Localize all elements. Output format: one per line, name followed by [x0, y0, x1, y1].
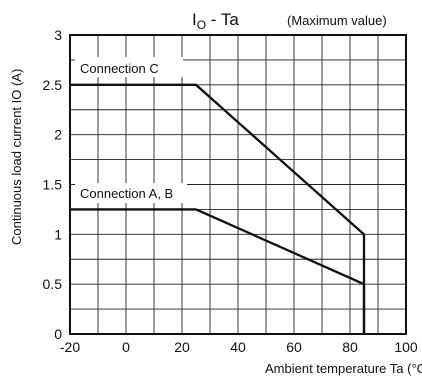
series-lines — [70, 83, 366, 334]
series-line-1 — [70, 208, 366, 334]
legend-connection-c-label: Connection C — [80, 61, 159, 76]
x-axis-label: Ambient temperature Ta (°C) — [265, 361, 422, 376]
plot-border — [69, 34, 407, 335]
y-tick-label: 0 — [54, 326, 62, 342]
plot-frame — [69, 34, 407, 335]
legend-connection-ab-label: Connection A, B — [80, 186, 173, 201]
x-tick-label: 100 — [394, 339, 418, 355]
legend-connection-ab: Connection A, B — [75, 183, 187, 203]
chart-title: IO - Ta — [192, 10, 239, 32]
x-tick-label: 60 — [286, 339, 302, 355]
x-tick-label: 40 — [230, 339, 246, 355]
y-tick-label: 2.5 — [43, 77, 63, 93]
chart-subtitle: (Maximum value) — [287, 13, 387, 28]
x-tick-label: 0 — [122, 339, 130, 355]
title-sub: O — [197, 18, 206, 32]
title-main: I — [192, 10, 197, 29]
y-tick-label: 1.5 — [43, 177, 63, 193]
y-tick-label: 2 — [54, 127, 62, 143]
grid-lines — [70, 35, 406, 334]
y-tick-label: 1 — [54, 226, 62, 242]
x-tick-label: -20 — [60, 339, 80, 355]
x-tick-label: 80 — [342, 339, 358, 355]
y-tick-label: 0.5 — [43, 276, 63, 292]
y-axis-label: Continuous load current IO (A) — [9, 69, 24, 245]
x-tick-label: 20 — [174, 339, 190, 355]
y-tick-label: 3 — [54, 27, 62, 43]
title-rest: - Ta — [206, 10, 239, 29]
legend-connection-c: Connection C — [75, 57, 183, 77]
